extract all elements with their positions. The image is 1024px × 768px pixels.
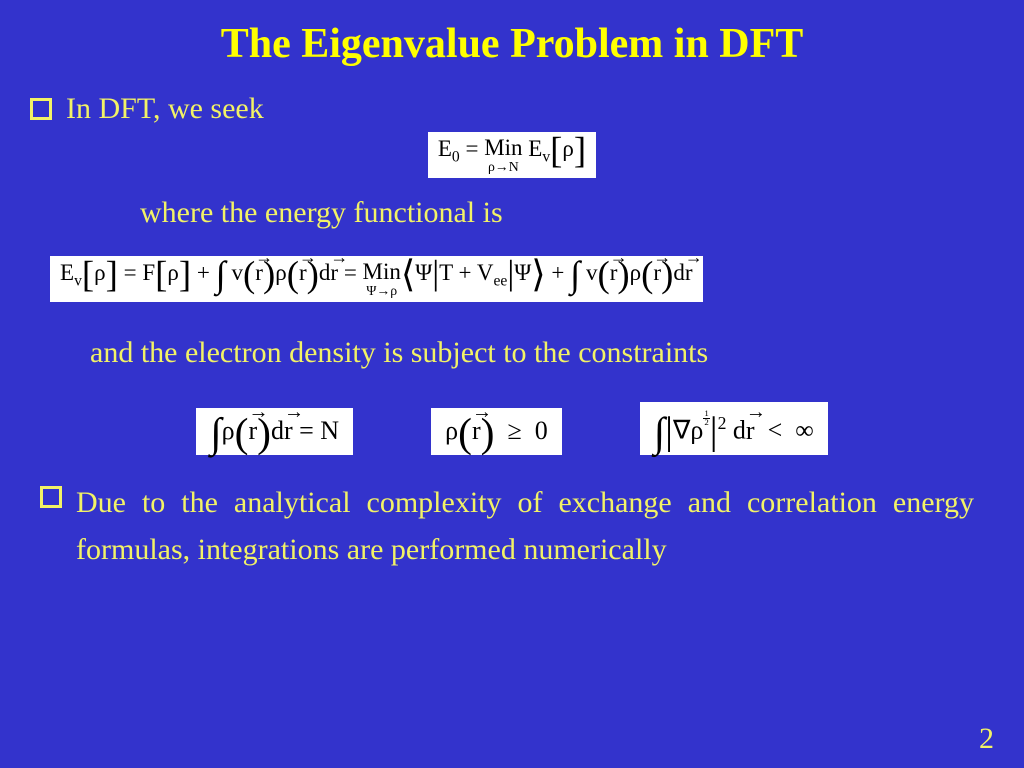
- formula-1-row: E0 = Minρ→N Ev[ρ]: [0, 132, 1024, 178]
- formula-2: Ev[ρ] = F[ρ] + ∫ v(r)ρ(r)dr = MinΨ→ρ⟨Ψ|T…: [50, 256, 703, 302]
- bullet-square-icon: [40, 486, 62, 508]
- slide-title: The Eigenvalue Problem in DFT: [0, 0, 1024, 68]
- formula-3a: ∫ρ(r)dr = N: [196, 408, 353, 456]
- formula-3c: ∫|∇ρ12|2 dr < ∞: [640, 402, 828, 455]
- bullet-2-text: Due to the analytical complexity of exch…: [76, 480, 974, 573]
- bullet-item-2: Due to the analytical complexity of exch…: [40, 480, 974, 573]
- formula-1: E0 = Minρ→N Ev[ρ]: [428, 132, 596, 178]
- line-where-functional: where the energy functional is: [0, 196, 503, 230]
- formula-2-row: Ev[ρ] = F[ρ] + ∫ v(r)ρ(r)dr = MinΨ→ρ⟨Ψ|T…: [50, 256, 703, 302]
- bullet-square-icon: [30, 98, 52, 120]
- page-number: 2: [979, 722, 994, 756]
- bullet-item-1: In DFT, we seek: [30, 92, 264, 126]
- formula-3-row: ∫ρ(r)dr = N ρ(r) ≥ 0 ∫|∇ρ12|2 dr < ∞: [0, 402, 1024, 455]
- line-constraints: and the electron density is subject to t…: [0, 336, 768, 370]
- formula-3b: ρ(r) ≥ 0: [431, 408, 562, 456]
- bullet-1-text: In DFT, we seek: [66, 92, 264, 126]
